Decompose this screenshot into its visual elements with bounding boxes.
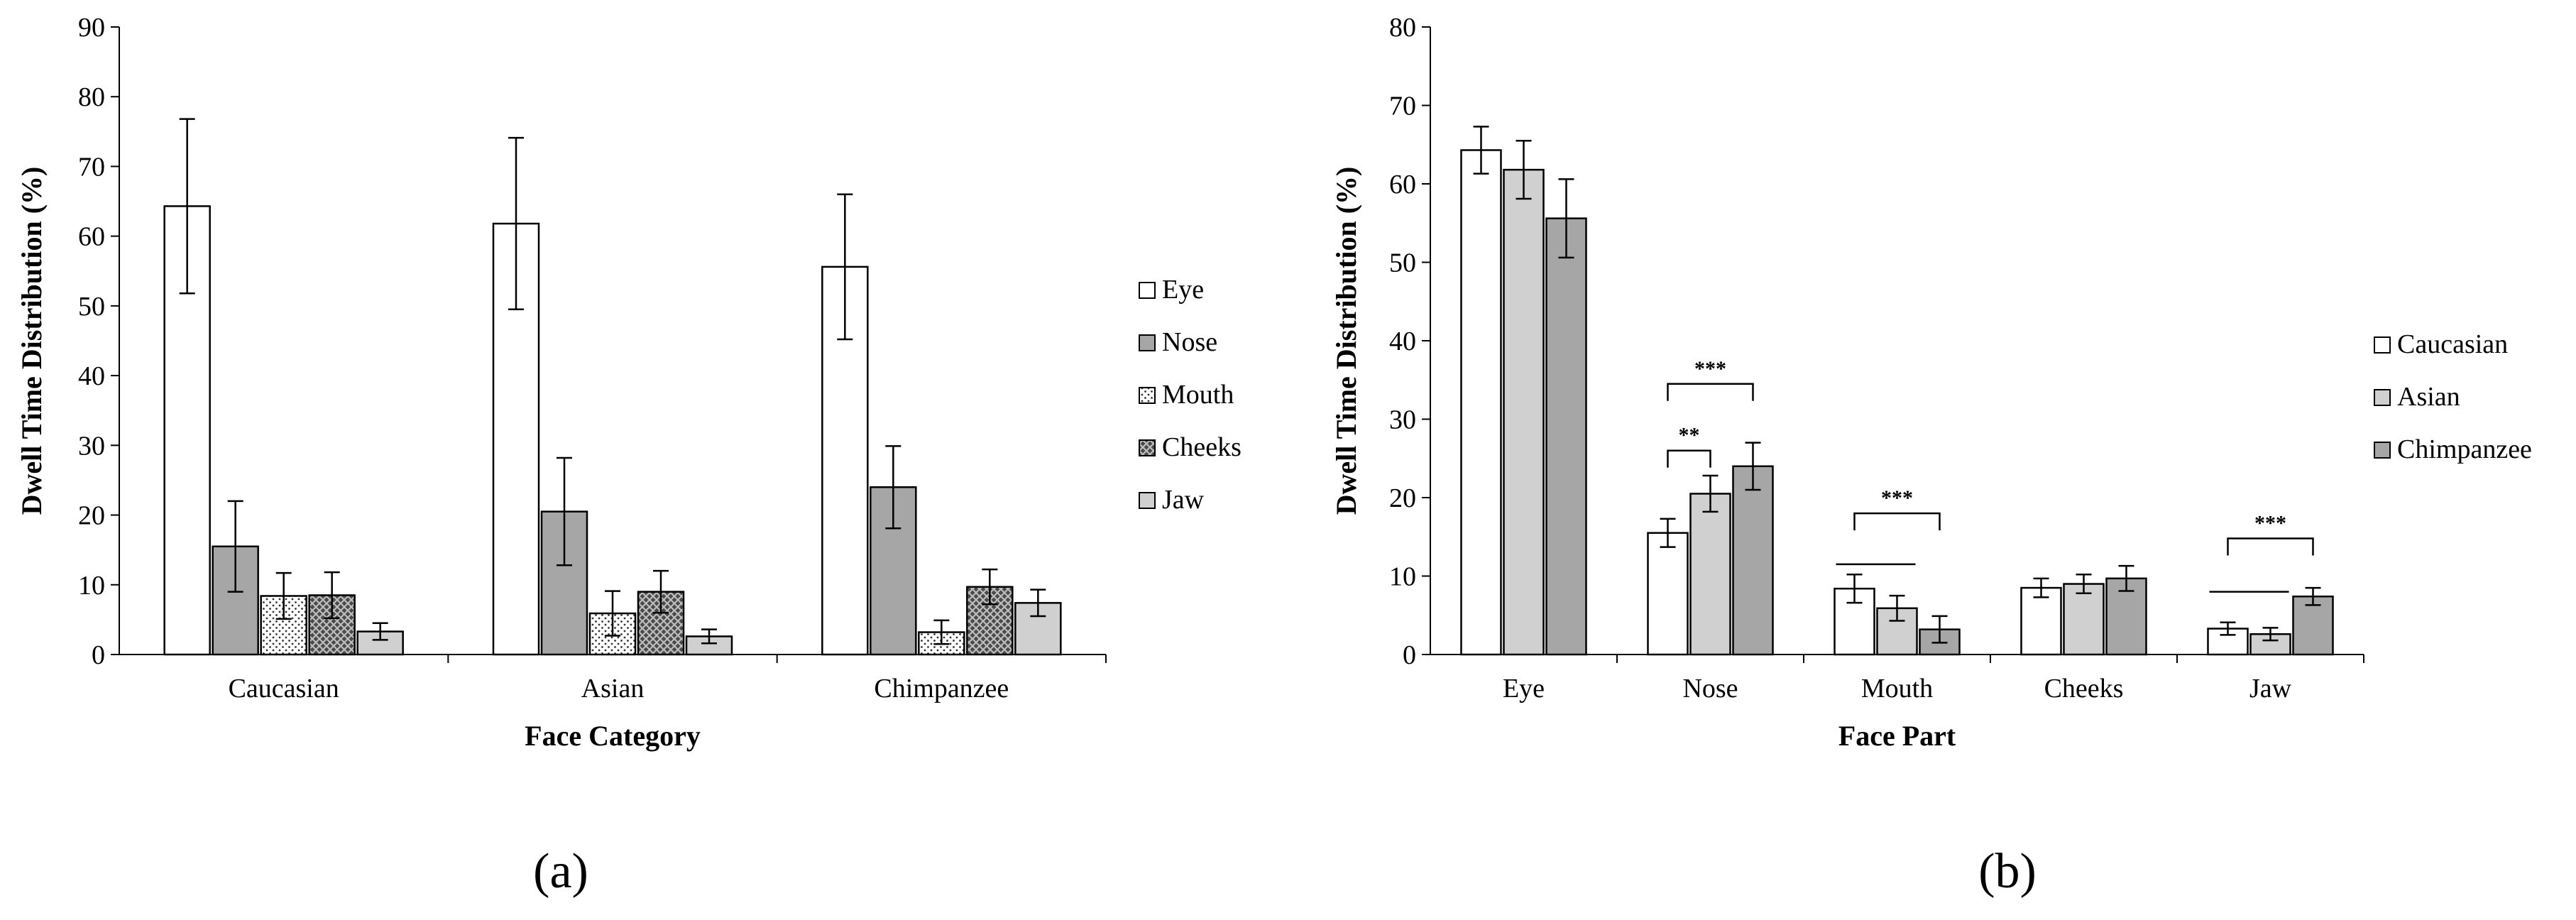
y-tick-label: 60 [1389, 170, 1416, 199]
significance-label: ** [1679, 424, 1700, 447]
bar [1732, 465, 1774, 656]
bar [1545, 217, 1587, 656]
y-tick-label: 80 [78, 82, 105, 112]
x-axis-title: Face Part [1838, 720, 1956, 752]
bar [1460, 149, 1502, 656]
y-tick-label: 10 [1389, 562, 1416, 592]
bar [2063, 583, 2105, 656]
y-tick-label: 90 [78, 13, 105, 43]
y-tick-label: 20 [78, 501, 105, 531]
legend-label: Jaw [1162, 485, 1205, 515]
y-tick-label: 0 [1403, 640, 1416, 670]
significance-bracket [1667, 449, 1711, 468]
legend-swatch [1139, 492, 1156, 509]
legend-swatch [2374, 389, 2391, 406]
significance-bracket [1667, 383, 1754, 401]
bar [1689, 493, 1731, 656]
y-tick-label: 0 [92, 640, 105, 670]
y-tick-label: 30 [1389, 405, 1416, 435]
x-tick-label: Nose [1682, 674, 1738, 703]
x-tick-label: Eye [1503, 674, 1545, 703]
legend-label: Asian [2397, 382, 2460, 412]
y-tick-label: 20 [1389, 483, 1416, 513]
legend-label: Nose [1162, 327, 1217, 357]
x-tick-label: Jaw [2249, 674, 2292, 703]
y-tick-label: 50 [1389, 248, 1416, 278]
significance-label: *** [1881, 486, 1913, 510]
x-axis-title: Face Category [525, 720, 701, 752]
y-tick-label: 70 [1389, 92, 1416, 121]
x-tick-label: Cheeks [2044, 674, 2124, 703]
bar [1503, 168, 1545, 656]
legend-swatch [1139, 282, 1156, 299]
significance-label: *** [1694, 357, 1726, 380]
x-tick-label: Chimpanzee [874, 674, 1009, 703]
bar [2292, 595, 2334, 656]
legend-label: Chimpanzee [2397, 434, 2532, 464]
y-tick-label: 50 [78, 292, 105, 322]
legend-label: Eye [1162, 275, 1204, 305]
legend-swatch [1139, 387, 1156, 404]
bar [1647, 532, 1689, 656]
y-tick-label: 70 [78, 152, 105, 182]
y-tick-label: 30 [78, 431, 105, 461]
y-tick-label: 60 [78, 222, 105, 252]
panel-label: (a) [533, 844, 588, 899]
significance-label: *** [2254, 511, 2286, 535]
x-tick-label: Mouth [1861, 674, 1933, 703]
chart-a: 0 10 20 30 40 50 60 70 80 90 Caucasian Asian Chimpan… [16, 13, 1242, 899]
legend-label: Caucasian [2397, 329, 2508, 359]
legend-label: Mouth [1162, 380, 1234, 410]
legend-swatch [1139, 334, 1156, 351]
x-tick-label: Caucasian [229, 674, 339, 703]
significance-bracket [1853, 512, 1941, 531]
y-axis-title: Dwell Time Distribution (%) [1330, 167, 1362, 515]
y-tick-label: 80 [1389, 13, 1416, 43]
legend-label: Cheeks [1162, 432, 1242, 462]
legend-swatch [2374, 336, 2391, 354]
y-tick-label: 40 [78, 361, 105, 391]
legend-swatch [2374, 442, 2391, 459]
legend-swatch [1139, 439, 1156, 456]
panel-label: (b) [1978, 844, 2037, 899]
chart-b: 0 10 20 30 40 50 60 70 80 Eye Nose Mouth Cheeks Jaw Dw… [1330, 13, 2532, 899]
y-tick-label: 10 [78, 571, 105, 601]
y-tick-label: 40 [1389, 327, 1416, 356]
significance-bracket [2227, 537, 2314, 556]
x-tick-label: Asian [581, 674, 645, 703]
y-axis-title: Dwell Time Distribution (%) [16, 167, 48, 515]
